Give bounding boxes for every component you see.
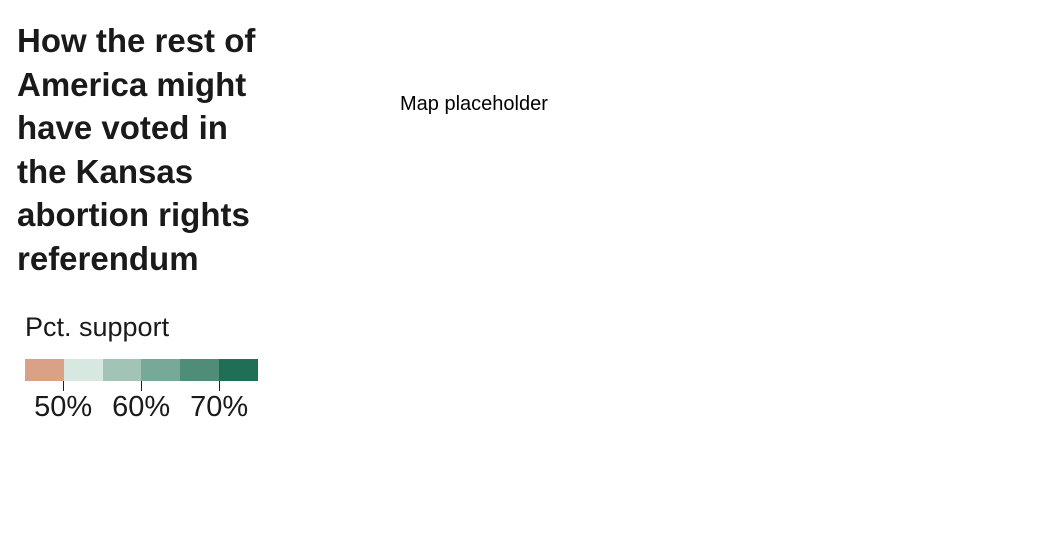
svg-text:Map placeholder: Map placeholder: [400, 93, 548, 115]
